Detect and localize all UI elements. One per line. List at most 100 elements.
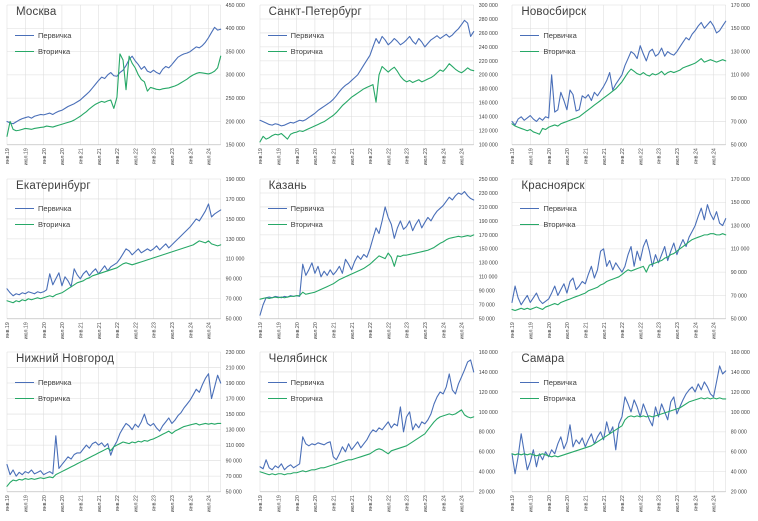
svg-text:160 000: 160 000 xyxy=(731,350,750,356)
svg-text:июл.21: июл.21 xyxy=(97,495,103,512)
legend-item-secondary: Вторичка xyxy=(520,390,576,406)
svg-text:50 000: 50 000 xyxy=(226,490,242,496)
chart-legend: Первичка Вторичка xyxy=(267,27,324,59)
svg-text:июл.24: июл.24 xyxy=(207,495,213,512)
svg-text:янв.22: янв.22 xyxy=(115,495,121,511)
chart-kazan: 50 000 70 000 90 000 110 000 130 000 150 000 1… xyxy=(252,173,506,348)
chart-moscow: 150 000 200 000 250 000 300 000 350 000 400 0… xyxy=(0,0,253,174)
legend-label-primary: Первичка xyxy=(38,204,72,214)
svg-text:140 000: 140 000 xyxy=(731,370,750,376)
svg-text:янв.21: янв.21 xyxy=(584,148,590,164)
svg-text:янв.20: янв.20 xyxy=(547,148,553,164)
svg-text:200 000: 200 000 xyxy=(226,119,245,125)
svg-text:июл.22: июл.22 xyxy=(639,495,645,512)
svg-text:янв.20: янв.20 xyxy=(547,495,553,511)
legend-item-primary: Первичка xyxy=(267,201,324,217)
svg-text:90 000: 90 000 xyxy=(226,276,242,282)
svg-text:янв.19: янв.19 xyxy=(5,495,11,511)
legend-label-primary: Первичка xyxy=(543,377,577,387)
svg-text:июл.20: июл.20 xyxy=(565,322,571,339)
svg-text:янв.20: янв.20 xyxy=(42,495,48,511)
svg-text:янв.24: янв.24 xyxy=(188,148,194,164)
novosibirsk-plot-area: 50 000 70 000 90 000 110 000 130 000 150 000 1… xyxy=(511,3,751,166)
primary-line-swatch xyxy=(15,34,34,36)
svg-text:140 000: 140 000 xyxy=(478,370,497,376)
svg-text:140 000: 140 000 xyxy=(478,115,497,121)
svg-text:июл.20: июл.20 xyxy=(313,322,319,339)
svg-text:50 000: 50 000 xyxy=(731,316,747,322)
legend-label-primary: Первичка xyxy=(290,377,325,387)
svg-text:янв.23: янв.23 xyxy=(404,322,410,338)
svg-text:190 000: 190 000 xyxy=(226,381,245,387)
svg-text:июл.19: июл.19 xyxy=(23,322,29,339)
svg-text:июл.22: июл.22 xyxy=(133,322,139,339)
svg-text:июл.24: июл.24 xyxy=(207,148,213,165)
svg-text:240 000: 240 000 xyxy=(478,45,497,51)
secondary-line-swatch xyxy=(15,397,34,399)
svg-text:июл.23: июл.23 xyxy=(675,148,681,165)
svg-text:70 000: 70 000 xyxy=(731,293,747,299)
legend-label-secondary: Вторичка xyxy=(38,46,71,56)
svg-text:70 000: 70 000 xyxy=(478,302,494,308)
svg-text:июл.21: июл.21 xyxy=(97,148,103,165)
svg-text:янв.19: янв.19 xyxy=(258,148,264,164)
legend-item-secondary: Вторичка xyxy=(520,43,576,59)
svg-text:янв.21: янв.21 xyxy=(584,495,590,511)
svg-text:июл.21: июл.21 xyxy=(349,148,355,165)
primary-line-swatch xyxy=(520,381,540,383)
svg-text:янв.19: янв.19 xyxy=(258,495,264,511)
legend-label-primary: Первичка xyxy=(38,30,72,40)
legend-item-secondary: Вторичка xyxy=(15,217,71,233)
svg-text:июл.24: июл.24 xyxy=(459,148,465,165)
legend-item-primary: Первичка xyxy=(15,201,71,217)
svg-text:250 000: 250 000 xyxy=(478,177,497,183)
svg-text:210 000: 210 000 xyxy=(478,204,497,210)
svg-text:июл.20: июл.20 xyxy=(565,495,571,512)
svg-text:170 000: 170 000 xyxy=(478,232,497,238)
krasnoyarsk-plot-area: 50 000 70 000 90 000 110 000 130 000 150 000 1… xyxy=(511,177,751,340)
secondary-line-swatch xyxy=(15,224,34,226)
legend-label-secondary: Вторичка xyxy=(38,393,71,403)
secondary-line-swatch xyxy=(15,50,34,52)
primary-line-swatch xyxy=(267,208,287,210)
chart-legend: Первичка Вторичка xyxy=(520,27,577,59)
svg-text:170 000: 170 000 xyxy=(731,177,750,183)
svg-text:янв.20: янв.20 xyxy=(42,148,48,164)
svg-text:110 000: 110 000 xyxy=(226,443,245,449)
legend-item-primary: Первичка xyxy=(267,374,325,390)
svg-text:июл.19: июл.19 xyxy=(529,322,535,339)
svg-text:280 000: 280 000 xyxy=(478,17,497,23)
svg-text:400 000: 400 000 xyxy=(226,26,245,32)
svg-text:янв.22: янв.22 xyxy=(368,495,374,511)
svg-text:янв.22: янв.22 xyxy=(115,322,121,338)
svg-text:июл.22: июл.22 xyxy=(133,148,139,165)
svg-text:янв.22: янв.22 xyxy=(368,148,374,164)
chart-novosibirsk: 50 000 70 000 90 000 110 000 130 000 150 000 1… xyxy=(505,0,758,174)
svg-text:350 000: 350 000 xyxy=(226,49,245,55)
svg-text:янв.21: янв.21 xyxy=(78,495,84,511)
svg-text:июл.24: июл.24 xyxy=(207,322,213,339)
primary-line-swatch xyxy=(520,34,540,36)
svg-text:июл.19: июл.19 xyxy=(529,495,535,512)
svg-text:июл.22: июл.22 xyxy=(639,322,645,339)
svg-text:июл.22: июл.22 xyxy=(386,495,392,512)
yekaterinburg-plot-area: 50 000 70 000 90 000 110 000 130 000 150 000 1… xyxy=(5,177,245,340)
legend-item-primary: Первичка xyxy=(15,374,71,390)
svg-text:янв.22: янв.22 xyxy=(368,322,374,338)
svg-text:янв.19: янв.19 xyxy=(5,322,11,338)
svg-text:60 000: 60 000 xyxy=(478,450,494,456)
svg-text:июл.24: июл.24 xyxy=(459,495,465,512)
chart-legend: Первичка Вторичка xyxy=(15,374,71,406)
kazan-plot-area: 50 000 70 000 90 000 110 000 130 000 150 000 1… xyxy=(258,177,498,340)
svg-text:янв.23: янв.23 xyxy=(657,322,663,338)
legend-label-secondary: Вторичка xyxy=(38,220,71,230)
svg-text:янв.19: янв.19 xyxy=(258,322,264,338)
svg-text:июл.24: июл.24 xyxy=(712,495,718,512)
chart-title: Красноярск xyxy=(521,179,585,192)
chart-legend: Первичка Вторичка xyxy=(520,374,577,406)
svg-text:янв.21: янв.21 xyxy=(331,322,337,338)
svg-text:янв.23: янв.23 xyxy=(152,322,158,338)
svg-text:июл.23: июл.23 xyxy=(170,322,176,339)
svg-text:янв.23: янв.23 xyxy=(657,495,663,511)
primary-line-swatch xyxy=(267,34,287,36)
